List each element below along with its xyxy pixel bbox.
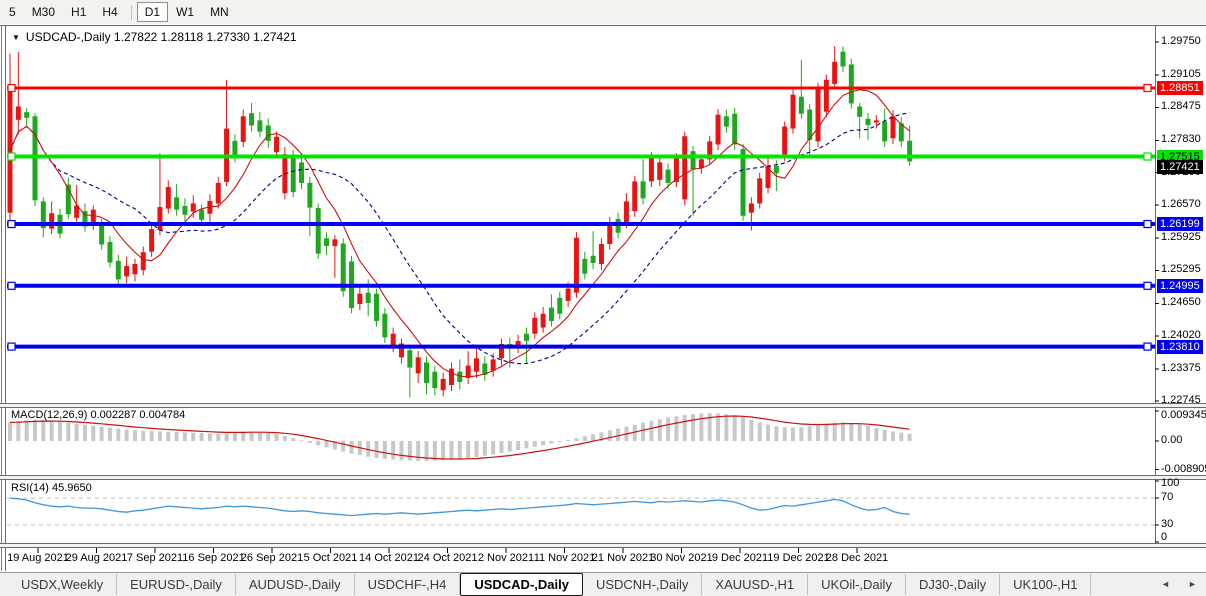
- time-axis-label: 29 Aug 2021: [65, 552, 128, 564]
- time-axis-label: 14 Oct 2021: [359, 552, 419, 564]
- chart-expand-icon[interactable]: ▼: [12, 32, 20, 42]
- tab-eurusd-daily[interactable]: EURUSD-,Daily: [117, 574, 236, 595]
- price-axis-label: 1.24020: [1161, 328, 1201, 341]
- rsi-axis-label: 0: [1161, 531, 1168, 543]
- price-badge-level: 1.24995: [1157, 278, 1203, 293]
- time-axis-label: 21 Nov 2021: [591, 552, 655, 564]
- time-axis-label: 19 Aug 2021: [7, 552, 69, 564]
- rsi-axis-label: 70: [1161, 491, 1174, 504]
- timeframe-button-d1[interactable]: D1: [136, 2, 169, 22]
- time-axis-label: 28 Dec 2021: [825, 552, 889, 564]
- timeframe-button-h4[interactable]: H4: [102, 5, 118, 19]
- timeframe-button-m30[interactable]: M30: [31, 5, 56, 19]
- time-axis-label: 24 Oct 2021: [417, 552, 478, 564]
- timeframe-button-5[interactable]: 5: [9, 5, 16, 19]
- tab-dj30-daily[interactable]: DJ30-,Daily: [906, 574, 1001, 595]
- rsi-axis-label: 30: [1161, 517, 1174, 530]
- timeframe-button-w1[interactable]: W1: [176, 5, 195, 19]
- price-axis-label: 1.25295: [1161, 263, 1201, 276]
- timeframe-toolbar: 5 M30 H1 H4 D1 W1 MN: [0, 0, 1206, 24]
- horizontal-level-lines[interactable]: [7, 83, 1155, 351]
- price-axis-label: 1.24650: [1161, 296, 1201, 309]
- chart-frame: [0, 25, 1206, 571]
- macd-axis-label: 0.00: [1161, 434, 1183, 447]
- macd-axis-label: 0.009345: [1161, 409, 1206, 421]
- price-axis-label: 1.27830: [1161, 133, 1201, 146]
- price-axis-label: 1.23375: [1161, 361, 1201, 374]
- price-axis-label: 1.25925: [1161, 231, 1201, 244]
- tab-scroll-left-icon[interactable]: ◄: [1161, 579, 1170, 589]
- price-badge-level: 1.23810: [1157, 339, 1203, 354]
- rsi-pane: [7, 497, 1155, 526]
- time-axis-label: 5 Oct 2021: [303, 552, 358, 564]
- time-axis-label: 7 Sep 2021: [126, 552, 184, 564]
- price-axis-label: 1.26570: [1161, 197, 1201, 210]
- price-badge-level: 1.27515: [1157, 149, 1203, 164]
- timeframe-button-mn[interactable]: MN: [210, 5, 229, 19]
- tab-audusd-daily[interactable]: AUDUSD-,Daily: [236, 574, 355, 595]
- rsi-axis-label: 100: [1161, 477, 1180, 489]
- tab-usdx-weekly[interactable]: USDX,Weekly: [8, 574, 118, 595]
- price-badge-level: 1.28851: [1157, 80, 1203, 95]
- timeframe-button-h1[interactable]: H1: [71, 5, 87, 19]
- time-axis-label: 9 Dec 2021: [711, 552, 769, 564]
- time-axis-label: 16 Sep 2021: [182, 552, 245, 564]
- price-axis-label: 1.28475: [1161, 100, 1201, 113]
- time-axis-label: 26 Sep 2021: [240, 552, 304, 564]
- price-axis-label: 1.22745: [1161, 394, 1201, 407]
- price-badge-current: 1.27421: [1157, 160, 1203, 175]
- chart-title: ▼ USDCAD-,Daily 1.27822 1.28118 1.27330 …: [12, 30, 297, 44]
- macd-pane: [8, 413, 912, 461]
- time-axis-label: 19 Dec 2021: [767, 552, 830, 564]
- time-axis: [37, 548, 858, 553]
- chart-title-text: USDCAD-,Daily 1.27822 1.28118 1.27330 1.…: [25, 30, 297, 44]
- tab-usdcnh-daily[interactable]: USDCNH-,Daily: [583, 574, 703, 595]
- tab-scroll-right-icon[interactable]: ►: [1188, 579, 1197, 589]
- rsi-indicator-label: RSI(14) 45.9650: [11, 482, 92, 494]
- chart-tab-bar: USDX,Weekly EURUSD-,Daily AUDUSD-,Daily USD…: [0, 572, 1206, 596]
- macd-axis-label: -0.008905: [1161, 462, 1206, 475]
- tab-ukoil-daily[interactable]: UKOil-,Daily: [808, 574, 906, 595]
- price-badge-level: 1.26199: [1157, 217, 1203, 232]
- tab-uk100-h1[interactable]: UK100-,H1: [1000, 574, 1092, 595]
- price-axis-label: 1.29750: [1161, 34, 1201, 47]
- price-axis-label: 1.29105: [1161, 67, 1201, 80]
- tab-usdchf-h4[interactable]: USDCHF-,H4: [355, 574, 461, 595]
- toolbar-divider: [130, 4, 132, 20]
- time-axis-label: 2 Nov 2021: [477, 552, 535, 564]
- tab-usdcad-daily[interactable]: USDCAD-,Daily: [460, 573, 583, 596]
- time-axis-label: 11 Nov 2021: [533, 552, 596, 564]
- time-axis-label: 30 Nov 2021: [650, 552, 713, 564]
- macd-indicator-label: MACD(12,26,9) 0.002287 0.004784: [11, 409, 186, 421]
- tab-xauusd-h1[interactable]: XAUUSD-,H1: [702, 574, 809, 595]
- moving-average-lines: [9, 89, 910, 378]
